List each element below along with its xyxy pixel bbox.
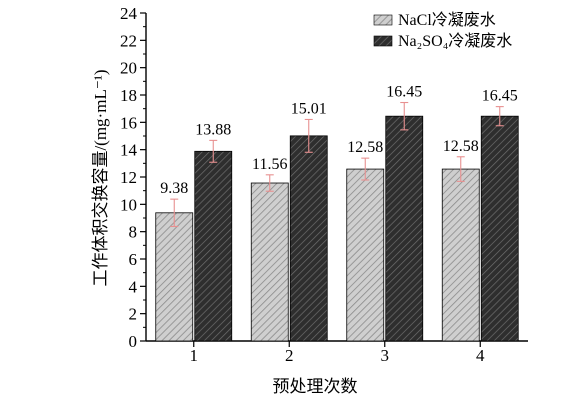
y-axis-title: 工作体积交换容量/(mg·mL⁻¹) xyxy=(91,69,110,286)
y-tick-label: 8 xyxy=(129,223,138,242)
data-label: 15.01 xyxy=(291,100,327,117)
legend-swatch-na2so4 xyxy=(373,35,393,47)
legend-label-nacl: NaCl冷凝废水 xyxy=(398,11,496,29)
x-tick-label: 3 xyxy=(381,346,390,365)
legend-label-na2so4: Na₂SO₄冷凝废水 xyxy=(398,32,512,50)
bar-series-2 xyxy=(480,115,519,342)
x-tick-label: 1 xyxy=(190,346,199,365)
bar-series-1 xyxy=(250,182,289,342)
data-label: 16.45 xyxy=(386,84,422,101)
y-tick-label: 16 xyxy=(120,113,137,132)
y-tick-label: 24 xyxy=(120,4,138,23)
legend: NaCl冷凝废水 Na₂SO₄冷凝废水 xyxy=(373,11,512,50)
x-tick-label: 2 xyxy=(285,346,294,365)
bar-series-1 xyxy=(346,168,385,342)
x-axis-title: 预处理次数 xyxy=(273,377,358,396)
data-label: 16.45 xyxy=(482,88,518,105)
data-label: 12.58 xyxy=(443,138,479,155)
data-label: 9.38 xyxy=(160,180,188,197)
bar-series-1 xyxy=(441,168,480,342)
y-tick-label: 14 xyxy=(120,141,138,160)
legend-item-na2so4: Na₂SO₄冷凝废水 xyxy=(373,32,512,50)
y-tick-label: 4 xyxy=(129,277,138,296)
y-tick-label: 22 xyxy=(120,31,137,50)
legend-swatch-nacl xyxy=(373,14,393,26)
bar-series-1 xyxy=(155,212,194,342)
legend-item-nacl: NaCl冷凝废水 xyxy=(373,11,496,29)
y-tick-label: 10 xyxy=(120,195,137,214)
y-tick-label: 12 xyxy=(120,168,137,187)
data-label: 11.56 xyxy=(252,156,287,173)
y-tick-label: 18 xyxy=(120,86,137,105)
data-label: 12.58 xyxy=(347,139,383,156)
x-tick-label: 4 xyxy=(476,346,485,365)
bar-series-2 xyxy=(194,150,233,342)
y-tick-label: 6 xyxy=(129,250,138,269)
y-tick-label: 20 xyxy=(120,59,137,78)
bar-series-2 xyxy=(385,115,424,342)
data-label: 13.88 xyxy=(195,121,231,138)
bar-series-2 xyxy=(289,135,328,342)
y-tick-label: 0 xyxy=(129,332,138,351)
y-tick-label: 2 xyxy=(129,305,138,324)
